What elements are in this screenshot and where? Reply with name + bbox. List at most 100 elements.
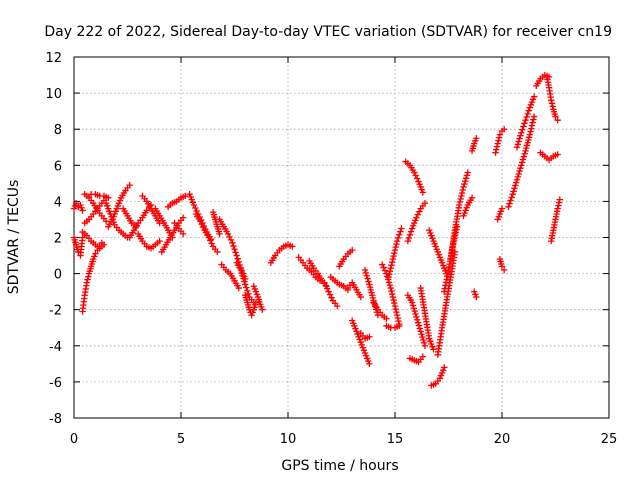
data-point (321, 279, 328, 286)
chart-title: Day 222 of 2022, Sidereal Day-to-day VTE… (44, 24, 612, 40)
data-point (420, 336, 427, 344)
data-point (500, 126, 508, 133)
y-tick-label: -4 (49, 340, 62, 355)
data-point (156, 237, 163, 245)
x-axis-label: GPS time / hours (281, 458, 398, 474)
data-point (192, 204, 199, 212)
data-point (417, 328, 424, 335)
data-point (366, 360, 373, 368)
data-point (84, 276, 91, 283)
data-point (419, 353, 427, 360)
y-axis-label: SDTVAR / TECUs (6, 180, 22, 295)
y-tick-label: 0 (54, 268, 62, 283)
data-point (363, 272, 370, 279)
data-point (517, 164, 524, 172)
data-point (518, 129, 525, 137)
x-tick-label: 5 (177, 432, 185, 447)
data-point (83, 279, 91, 286)
data-point (416, 208, 423, 215)
data-point (492, 149, 499, 156)
data-point (179, 214, 187, 221)
data-point (459, 186, 466, 194)
data-point (205, 234, 213, 241)
data-point (366, 333, 373, 340)
data-point (413, 175, 421, 182)
data-point (556, 196, 563, 203)
data-point (419, 333, 426, 341)
data-point (235, 284, 242, 292)
data-point (507, 197, 514, 204)
data-point (244, 287, 251, 294)
data-point (389, 255, 397, 263)
data-point (515, 170, 522, 178)
data-point (238, 269, 245, 277)
data-point (514, 141, 522, 148)
data-point (239, 272, 246, 279)
data-point (461, 180, 468, 188)
data-point (393, 308, 400, 316)
data-point (520, 153, 528, 160)
data-point (554, 151, 561, 158)
data-point (548, 97, 555, 104)
data-point (214, 248, 221, 256)
data-point (412, 172, 419, 179)
data-point (334, 302, 341, 310)
data-point (388, 287, 395, 295)
data-point (190, 201, 198, 209)
data-point (79, 234, 86, 241)
data-point (383, 315, 390, 322)
data-point (513, 144, 521, 151)
data-point (100, 241, 108, 248)
data-point (493, 146, 500, 153)
data-point (509, 190, 516, 198)
data-point (396, 231, 403, 238)
data-point (242, 281, 249, 288)
x-tick-label: 15 (387, 432, 404, 447)
data-point (413, 313, 420, 321)
y-tick-label: 2 (54, 232, 62, 247)
data-point (512, 182, 519, 189)
data-point (392, 243, 399, 251)
data-point (500, 266, 508, 274)
data-point (530, 116, 537, 123)
data-point (390, 296, 397, 304)
data-point (421, 342, 429, 349)
data-point (391, 249, 398, 257)
data-point (391, 246, 399, 254)
data-point (259, 306, 266, 313)
data-point (456, 201, 463, 209)
data-point (516, 167, 523, 175)
y-tick-label: 10 (45, 87, 62, 102)
data-point (441, 364, 448, 371)
data-point (357, 293, 364, 301)
data-point (391, 302, 399, 310)
data-point (388, 258, 396, 266)
data-point (232, 249, 239, 256)
data-point (391, 299, 398, 307)
data-point (207, 237, 214, 244)
data-point (494, 140, 501, 147)
data-point (387, 264, 394, 272)
data-point (410, 305, 418, 312)
data-point (517, 132, 524, 139)
data-point (387, 284, 394, 292)
data-point (233, 252, 240, 259)
data-point (326, 291, 334, 298)
data-point (525, 107, 532, 114)
data-point (395, 317, 402, 325)
data-point (364, 275, 371, 282)
data-point (231, 246, 238, 253)
data-point (385, 274, 392, 281)
data-point (378, 261, 386, 268)
data-point (386, 267, 394, 275)
data-point (548, 100, 556, 107)
data-point (529, 119, 536, 126)
data-point (393, 240, 400, 248)
data-point (418, 331, 425, 338)
data-point (390, 252, 397, 260)
data-point (397, 228, 404, 235)
data-point (229, 239, 236, 247)
data-point (419, 189, 427, 196)
data-point (518, 159, 526, 166)
